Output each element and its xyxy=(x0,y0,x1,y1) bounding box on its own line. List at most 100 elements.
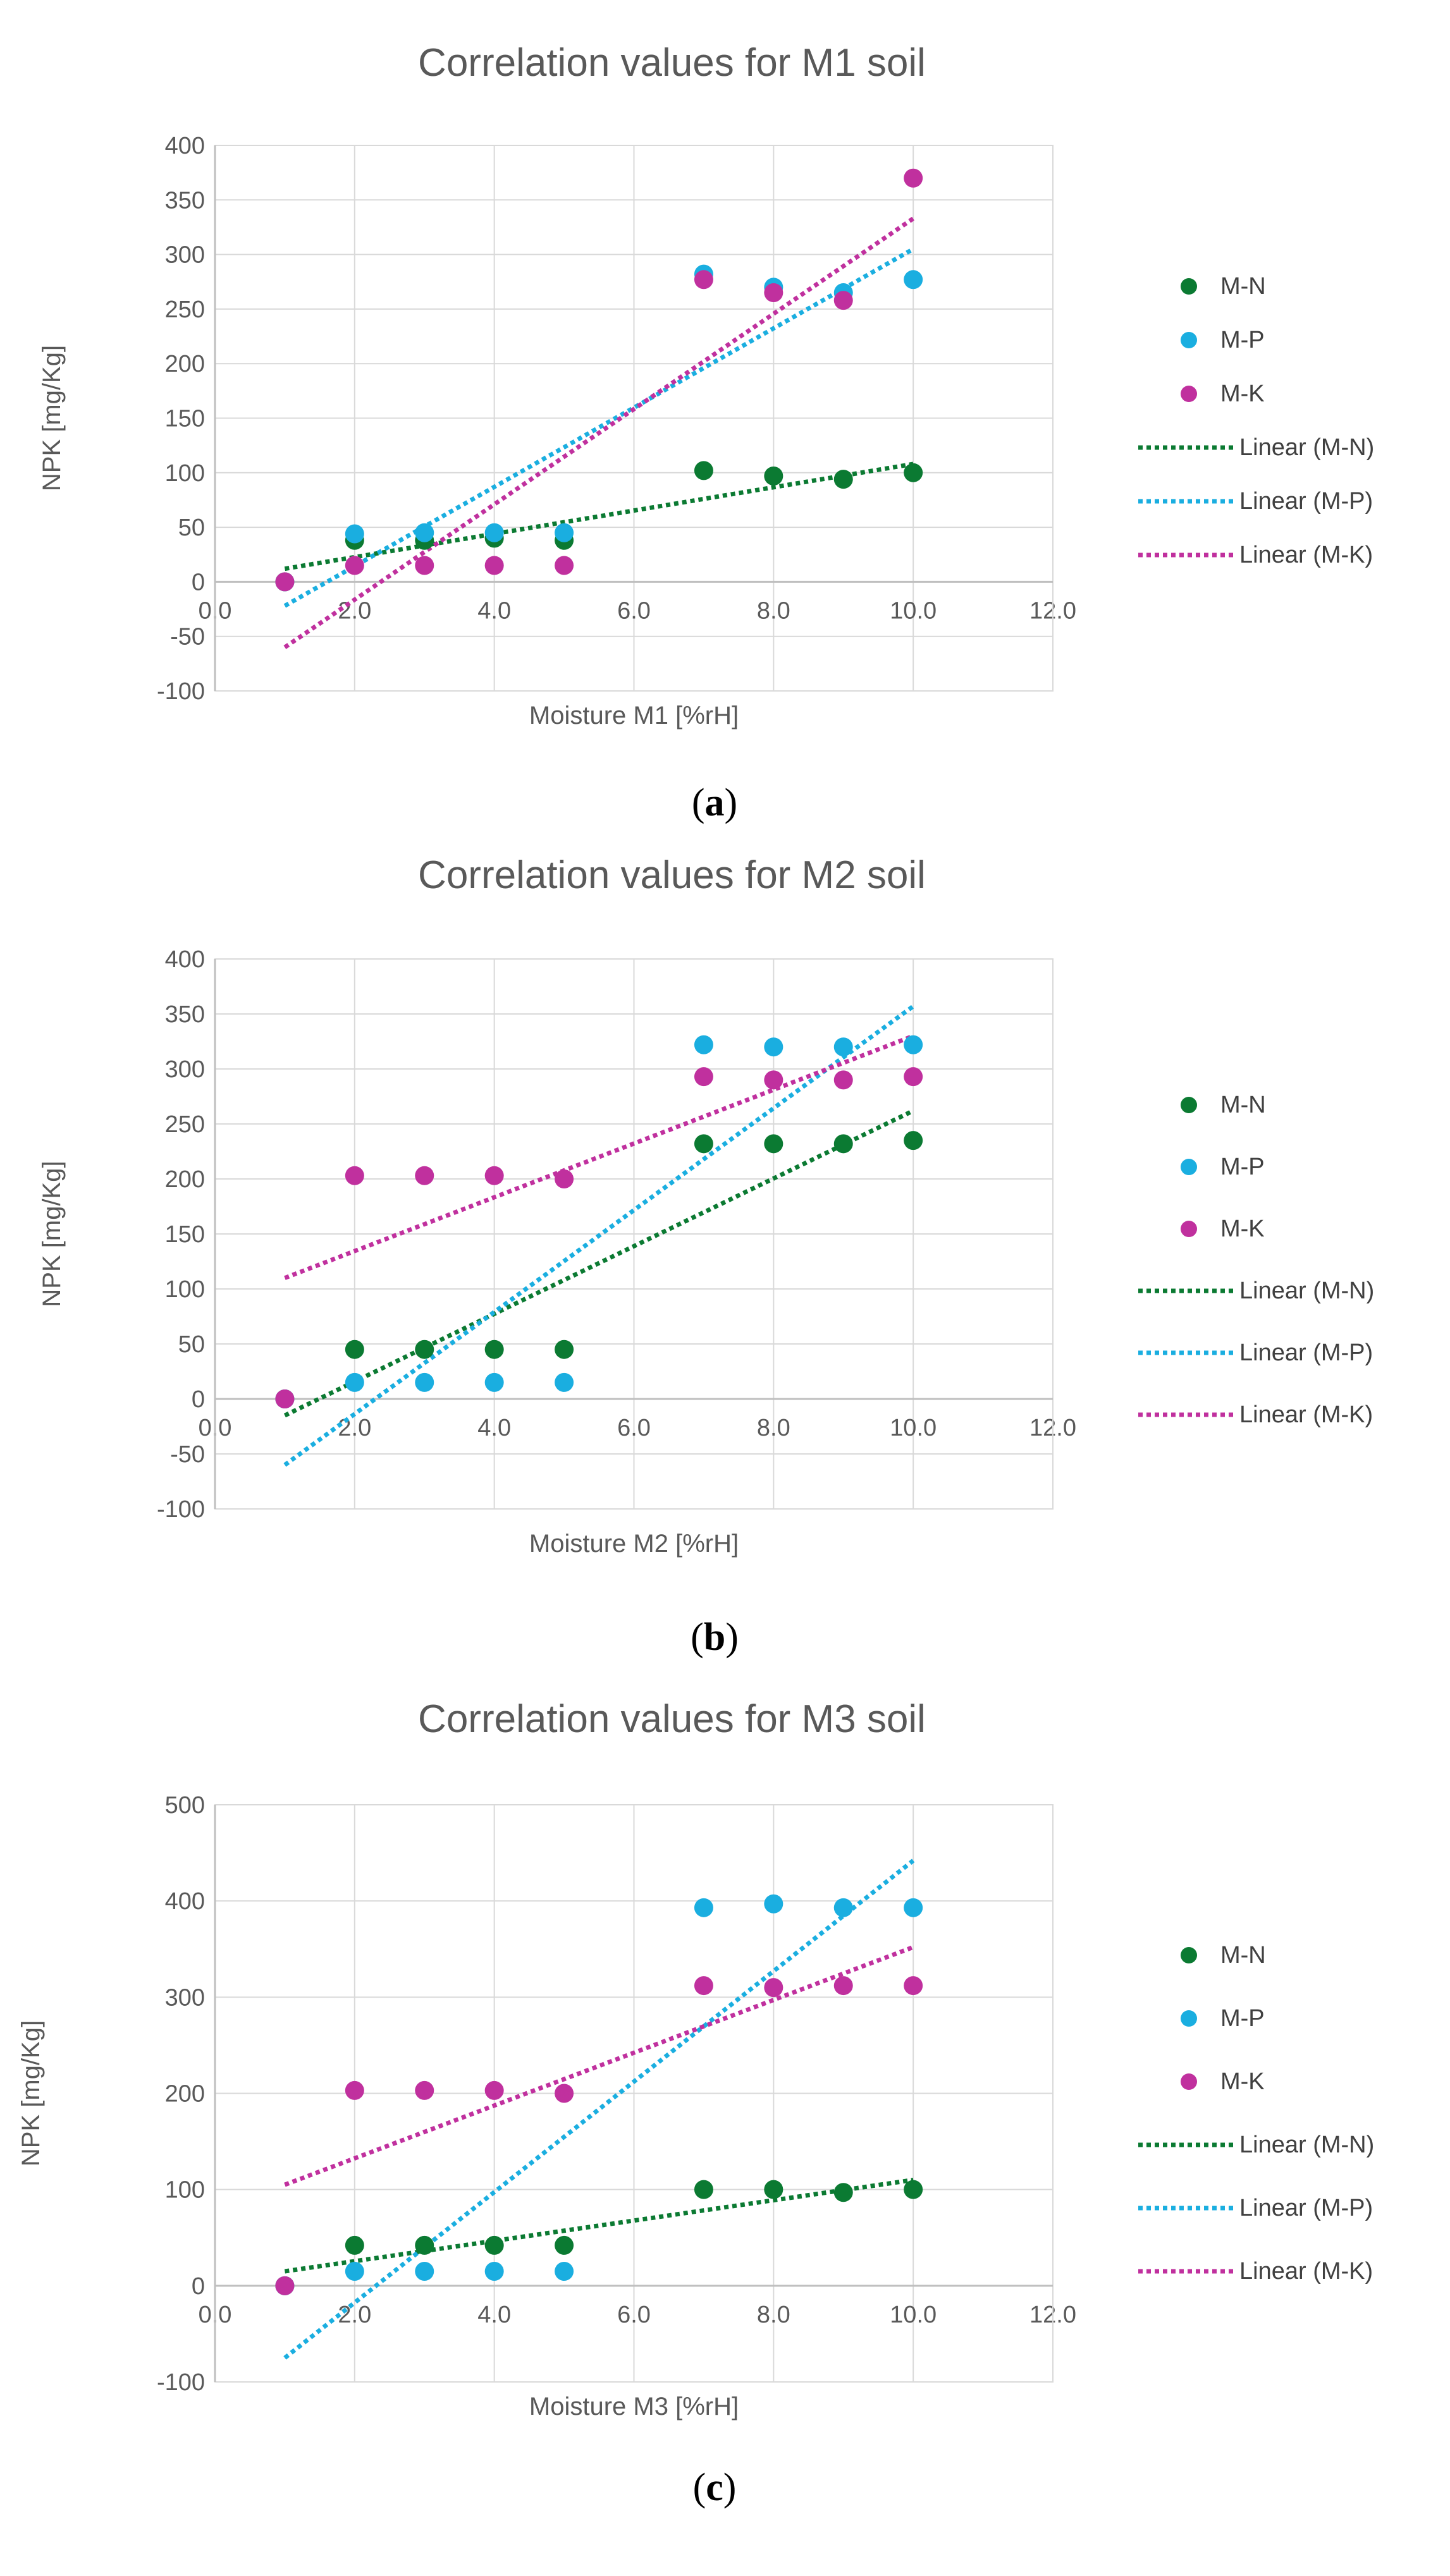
point-m-p xyxy=(484,1372,504,1392)
y-tick-label: 500 xyxy=(165,1792,205,1819)
y-tick-label: -100 xyxy=(157,678,205,705)
point-m-n xyxy=(484,2235,504,2255)
point-m-n xyxy=(904,1131,923,1151)
point-m-n xyxy=(694,461,713,480)
figure-caption: (a) xyxy=(692,781,737,824)
point-m-p xyxy=(555,1372,574,1392)
point-m-n xyxy=(484,1340,504,1359)
point-m-p xyxy=(904,270,923,290)
point-m-n xyxy=(833,470,853,489)
y-tick-label: 100 xyxy=(165,460,205,487)
y-tick-label: 100 xyxy=(165,1276,205,1303)
point-m-n xyxy=(764,1134,783,1154)
trendline-m-p xyxy=(283,1859,915,2360)
point-m-k xyxy=(484,556,504,575)
y-tick-label: 0 xyxy=(192,1386,205,1413)
y-tick-label: 350 xyxy=(165,187,205,214)
point-m-p xyxy=(694,1035,713,1054)
caption-close: ) xyxy=(723,2466,737,2509)
point-m-p xyxy=(764,1037,783,1057)
y-tick-label: -100 xyxy=(157,2369,205,2396)
x-tick-label: 4.0 xyxy=(477,1415,511,1441)
trendline-m-k xyxy=(284,1034,914,1280)
legend-label: M-N xyxy=(1220,1092,1266,1118)
legend-label: Linear (M-K) xyxy=(1239,542,1373,568)
point-m-n xyxy=(415,2235,434,2255)
x-tick-label: 10.0 xyxy=(890,597,937,624)
trendline-m-n xyxy=(283,1108,914,1418)
legend-marker-m-n xyxy=(1181,1947,1197,1963)
point-m-k xyxy=(833,1976,853,1996)
legend-label: Linear (M-N) xyxy=(1239,2132,1374,2158)
point-m-k xyxy=(345,2080,364,2100)
x-tick-label: 8.0 xyxy=(757,1415,790,1441)
legend-label: M-P xyxy=(1220,1154,1265,1180)
point-m-p xyxy=(904,1035,923,1054)
y-tick-label: 300 xyxy=(165,1984,205,2011)
legend-marker-m-p xyxy=(1181,2010,1197,2027)
chart-3: Correlation values for M3 soil -100 0 100 20… xyxy=(17,1697,1374,2509)
y-tick-label: 250 xyxy=(165,296,205,323)
caption-open: ( xyxy=(693,2466,706,2509)
point-m-n xyxy=(833,1134,853,1154)
legend-marker-m-k xyxy=(1181,2073,1197,2090)
y-tick-label: 150 xyxy=(165,1221,205,1248)
legend: M-N M-P M-K Linear (M-N) Linear (M-P) Linear … xyxy=(1138,273,1374,568)
point-m-n xyxy=(555,2235,574,2255)
y-tick-label: 0 xyxy=(192,2273,205,2300)
point-m-k xyxy=(694,270,713,290)
point-m-k xyxy=(904,1976,923,1996)
point-m-k xyxy=(484,2080,504,2100)
x-axis-label: Moisture M1 [%rH] xyxy=(529,702,739,729)
x-tick-label: 6.0 xyxy=(617,1415,651,1441)
point-m-k xyxy=(764,283,783,303)
y-tick-label: 400 xyxy=(165,1888,205,1915)
trendline-m-n xyxy=(284,2177,914,2274)
point-m-p xyxy=(484,2262,504,2281)
point-m-p xyxy=(904,1898,923,1917)
point-m-k xyxy=(415,556,434,575)
y-tick-label: 400 xyxy=(165,133,205,159)
caption-close: ) xyxy=(725,1616,739,1659)
point-m-k xyxy=(415,1166,434,1185)
point-m-p xyxy=(345,524,364,544)
x-axis-label: Moisture M2 [%rH] xyxy=(529,1530,739,1558)
x-tick-label: 2.0 xyxy=(338,2302,371,2328)
point-m-n xyxy=(764,2180,783,2199)
legend-label: M-K xyxy=(1220,1216,1265,1242)
trendline-m-k xyxy=(283,216,915,649)
y-tick-label: -50 xyxy=(170,624,205,650)
point-m-p xyxy=(345,2262,364,2281)
chart-2: Correlation values for M2 soil -100 -50 0 50… xyxy=(38,853,1374,1659)
point-m-n xyxy=(694,2180,713,2199)
legend-label: M-N xyxy=(1220,1942,1266,1969)
point-m-k xyxy=(764,1070,783,1090)
legend-label: M-K xyxy=(1220,2068,1265,2095)
point-m-k xyxy=(275,572,295,592)
x-tick-label: 10.0 xyxy=(890,1415,937,1441)
point-m-k xyxy=(904,1067,923,1087)
y-tick-label: 100 xyxy=(165,2177,205,2204)
caption-open: ( xyxy=(691,1616,704,1659)
trendline-m-p xyxy=(283,1004,915,1467)
legend-marker-m-k xyxy=(1181,1221,1197,1237)
y-tick-label: 50 xyxy=(178,1331,205,1358)
x-tick-label: 8.0 xyxy=(757,597,790,624)
point-m-n xyxy=(345,2235,364,2255)
x-tick-label: 4.0 xyxy=(477,2302,511,2328)
legend-label: Linear (M-K) xyxy=(1239,2258,1373,2285)
trendline-m-p xyxy=(283,247,914,608)
y-tick-label: 250 xyxy=(165,1111,205,1138)
point-m-k xyxy=(555,556,574,575)
y-axis-label: NPK [mg/Kg] xyxy=(38,1161,66,1307)
chart-title: Correlation values for M3 soil xyxy=(418,1697,926,1741)
legend-label: M-N xyxy=(1220,273,1266,300)
legend-label: Linear (M-P) xyxy=(1239,488,1373,515)
legend-marker-m-k xyxy=(1181,386,1197,402)
point-m-k xyxy=(764,1978,783,1998)
y-tick-label: 300 xyxy=(165,1056,205,1083)
point-m-k xyxy=(833,291,853,310)
legend-marker-m-p xyxy=(1181,1159,1197,1175)
point-m-n xyxy=(904,463,923,482)
